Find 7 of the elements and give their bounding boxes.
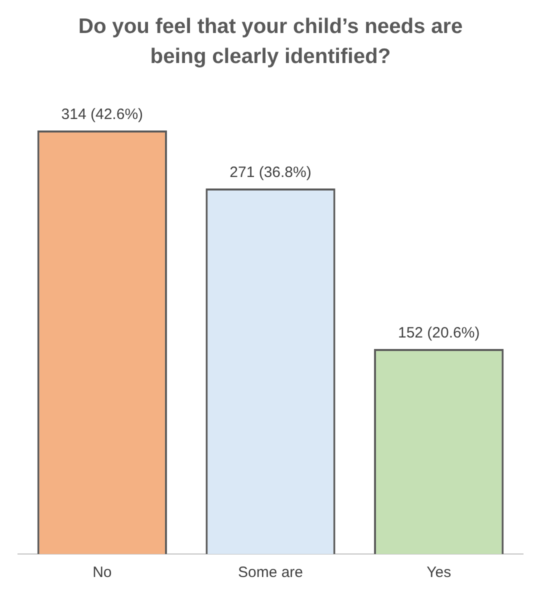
x-tick-label: No — [92, 564, 112, 582]
data-label: 152 (20.6%) — [398, 324, 480, 342]
data-label: 314 (42.6%) — [61, 106, 144, 124]
x-tick-label: Yes — [426, 564, 452, 582]
chart-title: Do you feel that your child’s needs are being clearly identified? — [77, 14, 464, 70]
x-tick-label: Some are — [238, 564, 304, 582]
data-label: 271 (36.8%) — [230, 164, 312, 182]
